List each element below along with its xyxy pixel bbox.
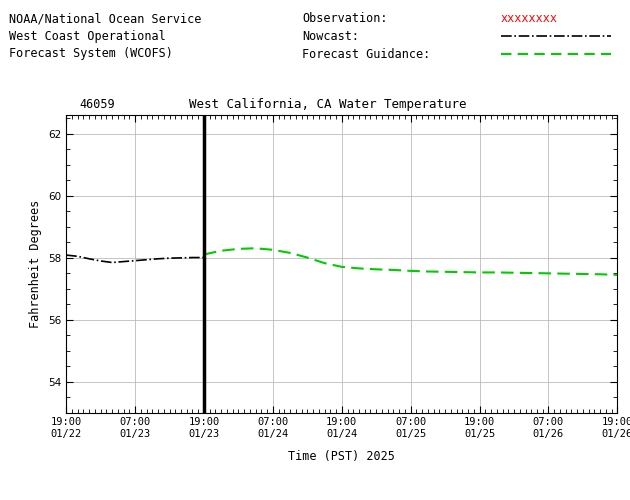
Y-axis label: Fahrenheit Degrees: Fahrenheit Degrees xyxy=(30,200,42,328)
Text: NOAA/National Ocean Service: NOAA/National Ocean Service xyxy=(9,12,202,26)
Text: Forecast Guidance:: Forecast Guidance: xyxy=(302,48,431,60)
X-axis label: Time (PST) 2025: Time (PST) 2025 xyxy=(289,450,395,463)
Text: West Coast Operational: West Coast Operational xyxy=(9,30,166,43)
Text: Forecast System (WCOFS): Forecast System (WCOFS) xyxy=(9,48,173,60)
Text: Observation:: Observation: xyxy=(302,12,388,26)
Text: 46059: 46059 xyxy=(80,98,115,111)
Text: West California, CA Water Temperature: West California, CA Water Temperature xyxy=(189,98,466,111)
Text: xxxxxxxx: xxxxxxxx xyxy=(501,12,558,26)
Text: Nowcast:: Nowcast: xyxy=(302,30,359,43)
